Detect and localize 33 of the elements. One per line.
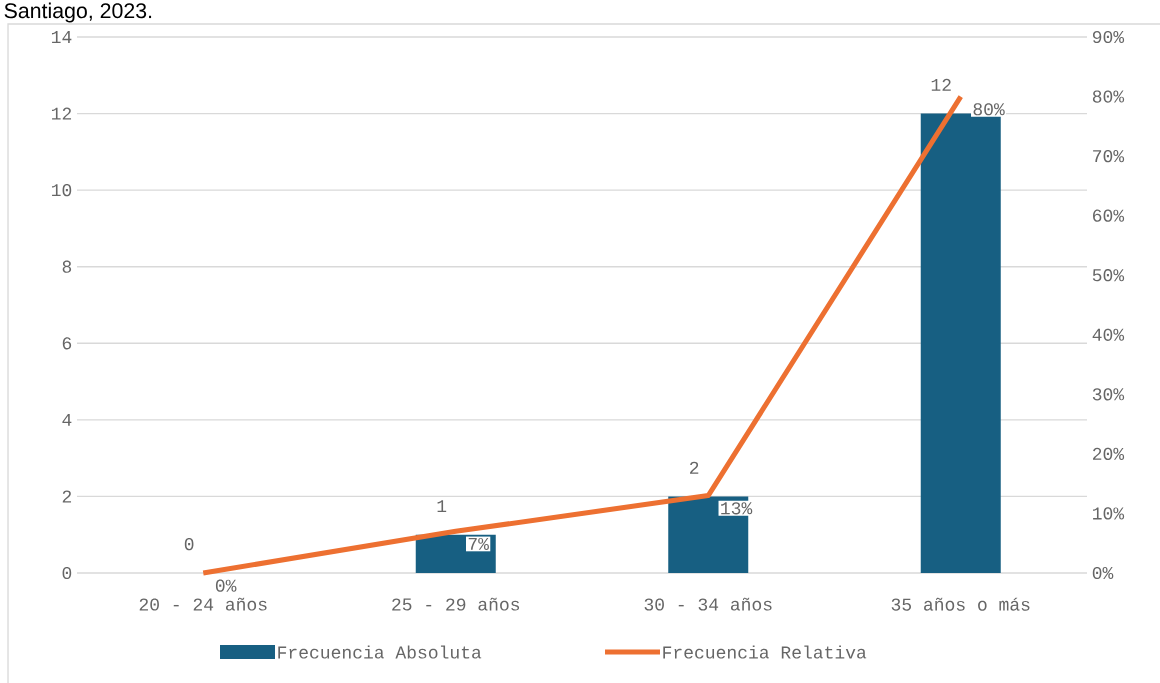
data-label: 80% <box>973 103 1005 116</box>
y-tick-label: 6 <box>62 337 72 350</box>
y2-tick-label: 60% <box>1093 209 1125 222</box>
x-tick-label: 25 - 29 años <box>392 597 520 611</box>
data-label: 0 <box>184 538 194 551</box>
y-tick-label: 2 <box>62 490 72 503</box>
legend-label: Frecuencia Absoluta <box>278 645 482 659</box>
y2-tick-label: 80% <box>1092 90 1125 103</box>
y2-tick-label: 90% <box>1092 30 1125 44</box>
data-label: 1 <box>437 500 447 512</box>
y-tick-label: 10 <box>51 184 72 197</box>
x-tick-label: 20 - 24 años <box>139 597 267 611</box>
y2-tick-label: 30% <box>1092 388 1125 401</box>
y2-tick-label: 70% <box>1093 150 1125 163</box>
y-tick-label: 14 <box>51 31 72 43</box>
chart-title: Santiago, 2023. <box>4 2 152 23</box>
y-tick-label: 12 <box>51 107 72 120</box>
data-label: 12 <box>931 78 951 91</box>
y2-tick-label: 20% <box>1092 447 1125 460</box>
data-label: 0% <box>215 579 237 592</box>
y-tick-label: 0 <box>62 566 72 580</box>
y2-tick-label: 50% <box>1092 269 1125 282</box>
x-tick-label: 30 - 34 años <box>644 597 772 611</box>
y-tick-label: 8 <box>62 260 72 273</box>
y2-tick-label: 10% <box>1093 507 1125 520</box>
y-tick-label: 4 <box>62 413 72 426</box>
legend-label: Frecuencia Relativa <box>663 645 867 659</box>
data-label: 7% <box>468 537 489 550</box>
data-label: 13% <box>721 502 753 515</box>
y2-tick-label: 40% <box>1092 328 1125 341</box>
y2-tick-label: 0% <box>1092 566 1114 580</box>
data-label: 2 <box>690 461 699 474</box>
x-tick-label: 35 años o más <box>891 597 1030 611</box>
